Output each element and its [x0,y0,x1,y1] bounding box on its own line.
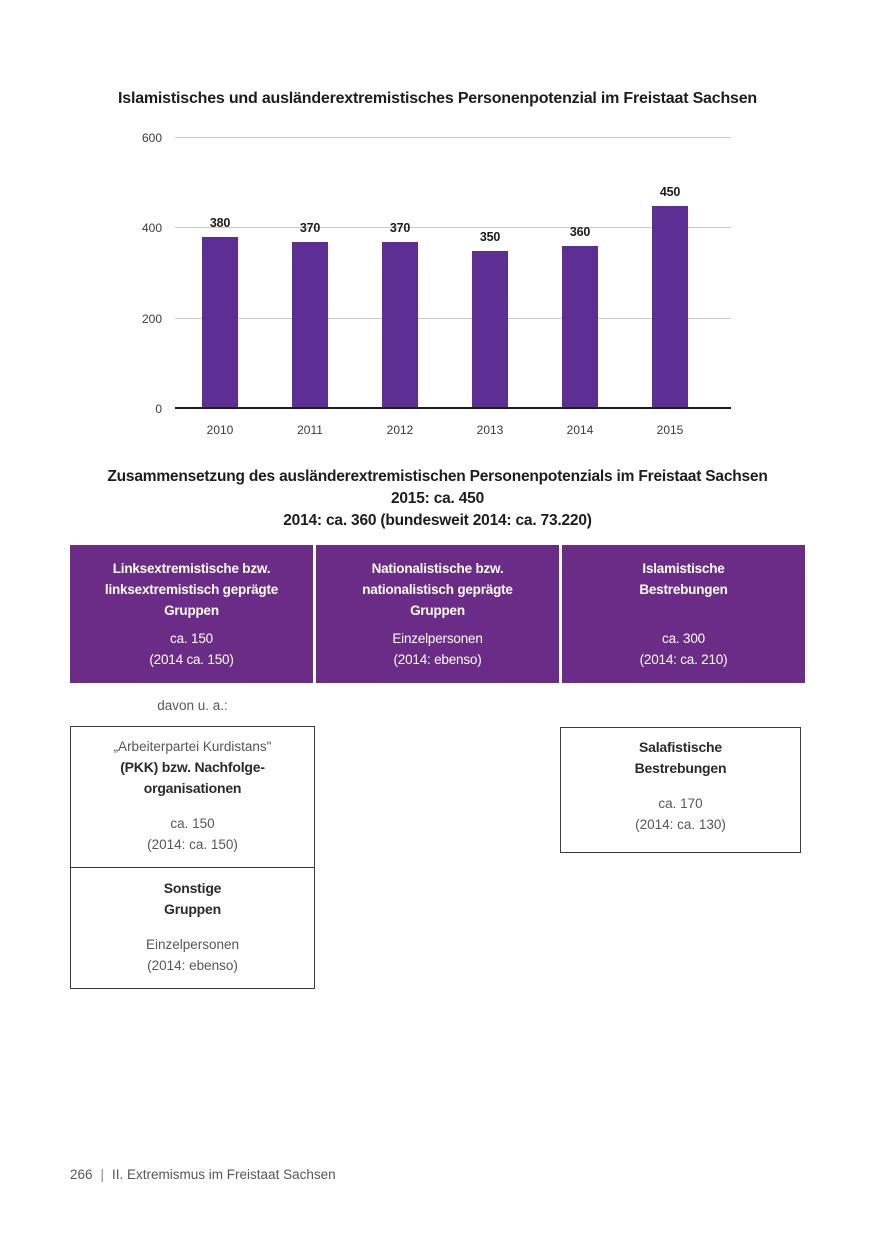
bar-value-label: 370 [389,220,411,235]
x-tick-label: 2011 [297,423,323,437]
x-tick-label: 2013 [476,423,504,437]
x-tick-label: 2012 [386,423,414,437]
pkk-box: „Arbeiterpartei Kurdistans" (PKK) bzw. N… [71,727,314,867]
pkk-title: (PKK) bzw. Nachfolge- organisationen [120,759,265,796]
bar-value-label: 360 [569,225,591,240]
category-title: Linksextremistische bzw. linksextremisti… [104,561,279,618]
left-sub-boxes: „Arbeiterpartei Kurdistans" (PKK) bzw. N… [70,726,315,989]
bar-value-label: 450 [659,184,681,199]
y-tick-label: 400 [141,221,162,236]
x-tick-label: 2010 [206,423,234,437]
salafisten-values: ca. 170 (2014: ca. 130) [635,796,726,832]
page-number: 266 [70,1167,93,1182]
footer-separator: | [100,1167,105,1182]
category-values: Einzelpersonen (2014: ebenso) [392,631,483,667]
gridline [175,137,731,138]
bar-2013 [472,250,508,409]
bar-group-2013: 350 2013 [445,138,535,437]
category-values: ca. 300 (2014: ca. 210) [639,631,728,667]
sonstige-values: Einzelpersonen (2014: ebenso) [145,937,240,973]
bar-group-2012: 370 2012 [355,138,445,437]
category-title: Nationalistische bzw. nationalistisch ge… [362,561,513,618]
category-values: ca. 150 (2014 ca. 150) [149,631,234,667]
sonstige-title: Sonstige Gruppen [163,880,222,917]
gridline [175,317,731,319]
bar-group-2010: 380 2010 [175,138,265,437]
gridline [175,227,731,229]
bar-chart: 380 2010 370 2011 370 2012 350 2013 360 2014 450 20… [0,130,875,442]
salafisten-title: Salafistische Bestrebungen [634,739,727,776]
bar-2012 [382,241,418,409]
bar-2011 [292,241,328,409]
chart-plot: 380 2010 370 2011 370 2012 350 2013 360 2014 450 20… [142,131,731,437]
y-tick-label: 600 [141,131,162,145]
bar-group-2014: 360 2014 [535,138,625,437]
davon-label: davon u. a.: [157,698,228,713]
category-header-row: Linksextremistische bzw. linksextremisti… [70,545,805,683]
bar-value-label: 370 [299,220,321,235]
bar-value-label: 380 [209,216,231,231]
x-axis-line [175,407,731,409]
salafisten-box: Salafistische Bestrebungen ca. 170 (2014… [560,727,801,853]
bar-value-label: 350 [479,229,501,244]
bar-group-2015: 450 2015 [625,138,715,437]
sonstige-box: Sonstige Gruppen Einzelpersonen (2014: e… [71,867,314,988]
bar-2014 [562,246,598,409]
bar-2015 [652,205,688,409]
x-tick-label: 2014 [566,423,594,437]
category-title: Islamistische Bestrebungen [639,561,728,597]
page-title: Islamistisches und ausländerextremistisc… [118,90,757,107]
bar-group-2011: 370 2011 [265,138,355,437]
y-tick-label: 200 [141,311,162,326]
bar-2010 [202,237,238,409]
category-cell-nationalistische: Nationalistische bzw. nationalistisch ge… [316,545,559,683]
category-cell-linksextremistische: Linksextremistische bzw. linksextremisti… [70,545,313,683]
x-tick-label: 2015 [656,423,684,437]
composition-heading: Zusammensetzung des ausländerextremistis… [107,468,768,529]
pkk-values: ca. 150 (2014: ca. 150) [147,816,238,852]
pkk-intro: „Arbeiterpartei Kurdistans" [113,739,272,754]
footer-section: II. Extremismus im Freistaat Sachsen [112,1167,336,1182]
chart-bars: 380 2010 370 2011 370 2012 350 2013 360 2014 450 20… [175,138,715,437]
category-cell-islamistische: Islamistische Bestrebungen ca. 300 (2014… [562,545,805,683]
y-tick-label: 0 [155,402,162,416]
page-footer: 266 | II. Extremismus im Freistaat Sachsen [70,1167,336,1182]
